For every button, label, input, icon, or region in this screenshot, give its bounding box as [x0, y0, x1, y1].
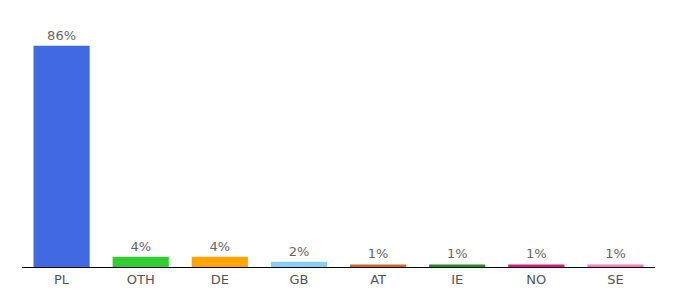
svg-text:1%: 1%: [526, 246, 547, 261]
svg-text:1%: 1%: [368, 246, 389, 261]
svg-text:GB: GB: [289, 272, 308, 287]
svg-text:NO: NO: [526, 272, 546, 287]
svg-text:DE: DE: [211, 272, 229, 287]
svg-text:PL: PL: [54, 272, 70, 287]
svg-text:AT: AT: [370, 272, 386, 287]
svg-text:1%: 1%: [447, 246, 468, 261]
svg-text:86%: 86%: [47, 28, 76, 43]
svg-text:1%: 1%: [605, 246, 626, 261]
svg-text:2%: 2%: [289, 244, 310, 259]
svg-text:OTH: OTH: [127, 272, 155, 287]
svg-text:4%: 4%: [209, 239, 230, 254]
svg-text:SE: SE: [607, 272, 623, 287]
svg-text:IE: IE: [451, 272, 463, 287]
svg-text:4%: 4%: [130, 239, 151, 254]
